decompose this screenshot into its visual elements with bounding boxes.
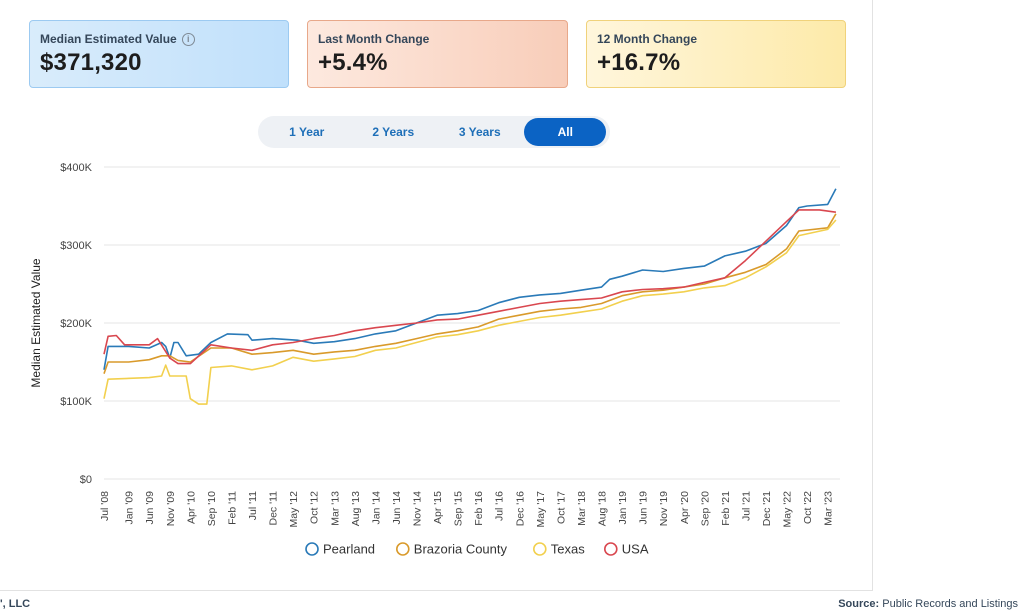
x-tick-label: Jun '09 — [144, 491, 156, 525]
y-tick-label: $300K — [60, 240, 92, 252]
series-line-brazoria-county — [103, 213, 837, 374]
series-line-usa — [103, 209, 837, 365]
x-tick-label: May '22 — [782, 491, 794, 528]
y-tick-label: $100K — [60, 396, 92, 408]
y-tick-label: $0 — [80, 474, 92, 486]
x-tick-label: Apr '10 — [185, 491, 197, 524]
x-tick-label: Mar '23 — [823, 491, 835, 526]
x-tick-label: Jul '21 — [740, 491, 752, 521]
card-label: 12 Month Change — [597, 32, 698, 46]
y-tick-label: $200K — [60, 318, 92, 330]
x-tick-label: Jan '19 — [617, 491, 629, 525]
legend-marker — [395, 542, 410, 556]
x-tick-label: Feb '11 — [226, 491, 238, 525]
card-value: +16.7% — [597, 49, 681, 76]
x-tick-label: Jul '16 — [494, 491, 506, 521]
card-value: +5.4% — [318, 49, 388, 76]
x-tick-label: Dec '11 — [268, 491, 280, 526]
line-chart: $0 $100K $200K $300K $400K Median Estimated V… — [29, 162, 840, 557]
tab-2-years[interactable]: 2 Years — [372, 125, 415, 139]
x-tick-label: Jan '14 — [370, 491, 382, 525]
legend-marker — [305, 542, 319, 556]
info-icon[interactable]: i — [181, 32, 195, 46]
x-tick-label: May '12 — [288, 491, 300, 528]
x-tick-label: Nov '09 — [165, 491, 177, 526]
series-line-pearland — [103, 188, 837, 370]
x-tick-label: Oct '17 — [555, 491, 567, 524]
x-tick-label: Dec '16 — [514, 491, 526, 526]
x-tick-label: Jun '14 — [391, 491, 403, 525]
series-line-texas — [103, 219, 837, 405]
x-tick-label: Oct '12 — [309, 491, 321, 524]
y-tick-label: $400K — [60, 162, 92, 174]
x-tick-label: Nov '14 — [411, 491, 423, 526]
x-tick-label: Jun '19 — [638, 491, 650, 525]
legend-label: Pearland — [323, 542, 375, 557]
x-tick-label: Jul '08 — [99, 491, 111, 521]
x-tick-label: Sep '10 — [206, 491, 218, 526]
x-tick-label: Mar '13 — [329, 491, 341, 526]
card-label: Median Estimated Value i — [40, 32, 278, 46]
x-tick-label: Sep '20 — [699, 491, 711, 526]
x-tick-label: Feb '16 — [473, 491, 485, 526]
median-value-card: Median Estimated Value i $371,320 — [29, 20, 289, 88]
footer-source: Source: Public Records and Listings — [838, 598, 1018, 610]
x-tick-label: Apr '20 — [679, 491, 691, 524]
tab-all[interactable]: All — [524, 118, 607, 146]
x-tick-label: Dec '21 — [761, 491, 773, 526]
x-tick-label: May '17 — [535, 491, 547, 528]
x-tick-label: Aug '18 — [597, 491, 609, 526]
legend-label: Texas — [551, 542, 585, 557]
tab-1-year[interactable]: 1 Year — [289, 125, 325, 139]
card-label: Last Month Change — [318, 32, 430, 46]
legend-marker — [603, 542, 618, 556]
twelve-month-change-card: 12 Month Change +16.7% — [586, 20, 846, 88]
y-axis-label: Median Estimated Value — [29, 258, 43, 388]
x-tick-label: Apr '15 — [432, 491, 444, 524]
footer-credit: ', LLC — [0, 598, 31, 610]
legend-label: USA — [622, 542, 649, 557]
x-tick-label: Nov '19 — [658, 491, 670, 526]
x-tick-label: Feb '21 — [720, 491, 732, 526]
x-tick-label: Oct '22 — [802, 491, 814, 524]
x-tick-label: Jul '11 — [247, 491, 259, 520]
x-tick-label: Mar '18 — [576, 491, 588, 526]
legend-marker — [532, 542, 547, 556]
legend-label: Brazoria County — [414, 542, 508, 557]
x-tick-label: Jan '09 — [124, 491, 136, 525]
tab-3-years[interactable]: 3 Years — [458, 125, 501, 139]
card-value: $371,320 — [40, 49, 142, 76]
last-month-change-card: Last Month Change +5.4% — [307, 20, 568, 88]
x-tick-label: Sep '15 — [453, 491, 465, 526]
x-tick-label: Aug '13 — [350, 491, 362, 526]
time-range-tabs: 1 Year 2 Years 3 Years All — [258, 116, 610, 148]
chart-panel — [0, 0, 873, 591]
